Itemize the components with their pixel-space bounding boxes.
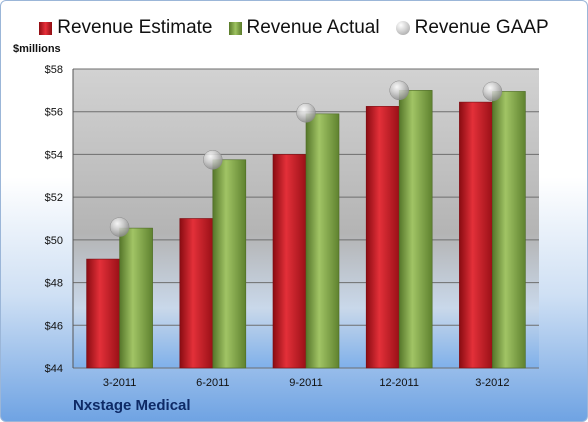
bar-revenue-estimate [459, 101, 493, 369]
marker-revenue-gaap [203, 150, 223, 170]
gaap-markers [109, 80, 503, 237]
y-tick-label: $46 [45, 320, 63, 332]
x-axis-ticks: 3-2011 6-2011 9-2011 12-2011 3-2012 [103, 377, 510, 389]
x-tick-label: 12-2011 [379, 377, 419, 389]
x-tick-label: 6-2011 [196, 377, 229, 389]
bar-revenue-actual [212, 159, 247, 369]
legend-item-revenue-gaap: Revenue GAAP [395, 17, 549, 39]
y-tick-label: $48 [45, 278, 63, 290]
legend-item-revenue-estimate: Revenue Estimate [39, 17, 213, 39]
marker-revenue-gaap [389, 80, 409, 101]
marker-revenue-gaap [482, 81, 503, 102]
bar-revenue-actual [119, 227, 153, 369]
x-tick-label: 3-2012 [475, 377, 509, 389]
legend-swatch-gaap [395, 21, 410, 35]
bar-revenue-actual [305, 113, 340, 369]
y-tick-label: $54 [45, 149, 63, 161]
legend-label-gaap: Revenue GAAP [414, 17, 549, 38]
bar-revenue-estimate [365, 106, 400, 369]
bar-revenue-estimate [272, 154, 307, 369]
marker-revenue-gaap [109, 217, 130, 237]
bars [86, 90, 526, 369]
bar-revenue-estimate [86, 258, 120, 369]
bar-revenue-actual [398, 90, 433, 369]
bar-revenue-actual [492, 91, 526, 369]
y-tick-label: $58 [45, 64, 63, 76]
x-tick-label: 3-2011 [103, 377, 136, 389]
legend-item-revenue-actual: Revenue Actual [228, 17, 380, 39]
y-unit-label: $millions [13, 43, 61, 55]
bar-revenue-estimate [179, 218, 214, 369]
legend-swatch-actual [228, 21, 242, 35]
legend-swatch-estimate [39, 21, 53, 35]
marker-revenue-gaap [296, 103, 316, 123]
y-tick-label: $50 [45, 235, 63, 247]
legend-label-actual: Revenue Actual [246, 17, 380, 38]
legend-label-estimate: Revenue Estimate [57, 17, 213, 38]
x-tick-label: 9-2011 [289, 377, 322, 389]
legend: Revenue Estimate Revenue Actual Revenue … [1, 17, 587, 39]
y-tick-label: $44 [45, 363, 63, 375]
y-tick-label: $52 [45, 192, 63, 204]
company-name: Nxstage Medical [73, 397, 191, 414]
y-axis-ticks: $44 $46 $48 $50 $52 $54 $56 $58 [45, 64, 63, 375]
y-tick-label: $56 [45, 107, 63, 119]
